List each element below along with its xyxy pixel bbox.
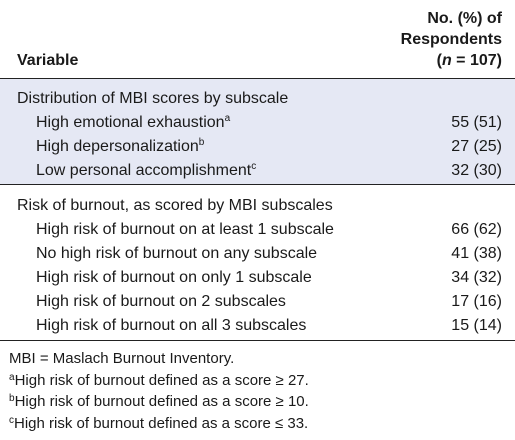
section-mbi-distribution: Distribution of MBI scores by subscale H… [0, 79, 515, 185]
row-label: High emotional exhaustiona [36, 113, 231, 132]
section-title: Distribution of MBI scores by subscale [17, 90, 289, 107]
row-label: High risk of burnout on at least 1 subsc… [36, 221, 334, 238]
row-value: 66 (62) [451, 221, 502, 238]
row-label: High risk of burnout on all 3 subscales [36, 317, 307, 334]
table-row: High risk of burnout on at least 1 subsc… [0, 218, 515, 242]
column-header-count: = 107) [451, 52, 502, 69]
column-header-paren: ( [436, 52, 442, 69]
table-footnotes: MBI = Maslach Burnout Inventory. aHigh r… [9, 348, 509, 434]
row-value: 34 (32) [451, 269, 502, 286]
column-header-line1: No. (%) of [427, 10, 502, 27]
column-header-line2: Respondents [400, 31, 502, 48]
footnote-a: aHigh risk of burnout defined as a score… [9, 371, 309, 389]
section-burnout-risk: Risk of burnout, as scored by MBI subsca… [0, 186, 515, 341]
table-row: High risk of burnout on 2 subscales 17 (… [0, 290, 515, 314]
table-row: High risk of burnout on all 3 subscales … [0, 314, 515, 338]
row-label: High risk of burnout on only 1 subscale [36, 269, 312, 286]
footnote-mark: b [198, 137, 205, 148]
footnote-mark: b [9, 393, 15, 404]
section-title-row: Distribution of MBI scores by subscale [0, 87, 515, 111]
table-header: Variable No. (%) of Respondents (n = 107… [0, 0, 515, 79]
respondents-column-header: No. (%) of Respondents (n = 107) [372, 8, 502, 71]
column-header-line3: (n = 107) [372, 50, 502, 71]
table-row: High emotional exhaustiona 55 (51) [0, 111, 515, 135]
section-title: Risk of burnout, as scored by MBI subsca… [17, 197, 333, 214]
row-value: 17 (16) [451, 293, 502, 310]
row-value: 41 (38) [451, 245, 502, 262]
variable-column-header: Variable [17, 52, 79, 69]
row-value: 15 (14) [451, 317, 502, 334]
row-label: Low personal accomplishmentc [36, 161, 257, 180]
footnote-mark: c [251, 161, 257, 172]
row-label: No high risk of burnout on any subscale [36, 245, 318, 262]
table-row: No high risk of burnout on any subscale … [0, 242, 515, 266]
table-row: High depersonalizationb 27 (25) [0, 135, 515, 159]
footnote-c: cHigh risk of burnout defined as a score… [9, 414, 309, 432]
section-title-row: Risk of burnout, as scored by MBI subsca… [0, 194, 515, 218]
row-value: 55 (51) [451, 114, 502, 131]
table-row: Low personal accomplishmentc 32 (30) [0, 159, 515, 183]
table-row: High risk of burnout on only 1 subscale … [0, 266, 515, 290]
row-value: 27 (25) [451, 138, 502, 155]
column-header-n: n [441, 52, 452, 69]
row-label: High depersonalizationb [36, 137, 205, 156]
footnote-mark: c [9, 414, 14, 426]
footnote-mark: a [224, 113, 231, 124]
row-value: 32 (30) [451, 162, 502, 179]
row-label: High risk of burnout on 2 subscales [36, 293, 286, 310]
footnote-mark: a [9, 371, 15, 383]
footnote-b: bHigh risk of burnout defined as a score… [9, 393, 309, 410]
footnote-abbreviation: MBI = Maslach Burnout Inventory. [9, 350, 235, 367]
